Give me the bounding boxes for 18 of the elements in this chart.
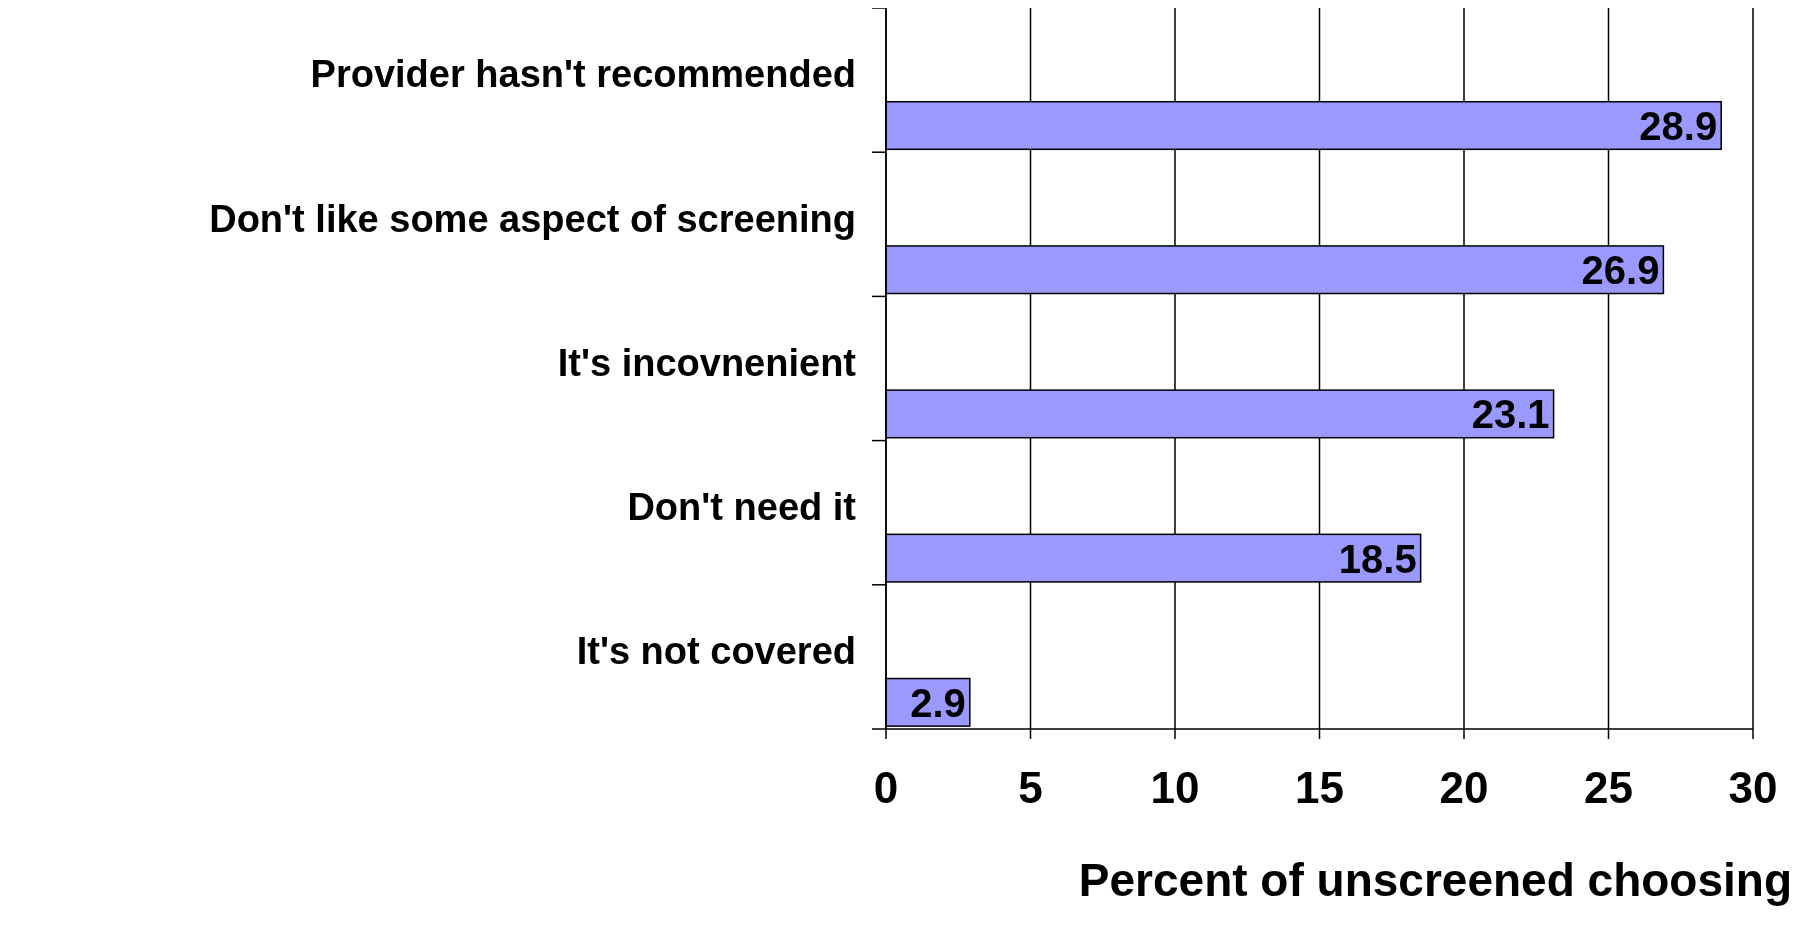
x-tick-label: 10 [1150, 763, 1200, 812]
x-axis-title: Percent of unscreened choosing [1078, 854, 1792, 906]
x-tick-label: 25 [1584, 763, 1633, 812]
x-tick-label: 0 [873, 763, 899, 812]
y-tick-label: It's not covered [576, 630, 856, 673]
data-label: 2.9 [910, 680, 966, 725]
data-label: 28.9 [1639, 103, 1718, 148]
y-tick-label: It's incovnenient [557, 341, 857, 384]
x-tick-label: 15 [1295, 763, 1344, 812]
x-tick-label: 30 [1728, 763, 1778, 812]
x-tick-label: 5 [1018, 763, 1043, 812]
y-tick-label: Provider hasn't recommended [310, 53, 856, 96]
x-tick-label: 20 [1439, 763, 1489, 812]
data-label: 18.5 [1338, 536, 1417, 581]
data-label: 26.9 [1581, 248, 1660, 293]
y-tick-label: Don't like some aspect of screening [209, 197, 856, 240]
data-label: 23.1 [1471, 392, 1550, 437]
y-tick-label: Don't need it [627, 485, 857, 528]
